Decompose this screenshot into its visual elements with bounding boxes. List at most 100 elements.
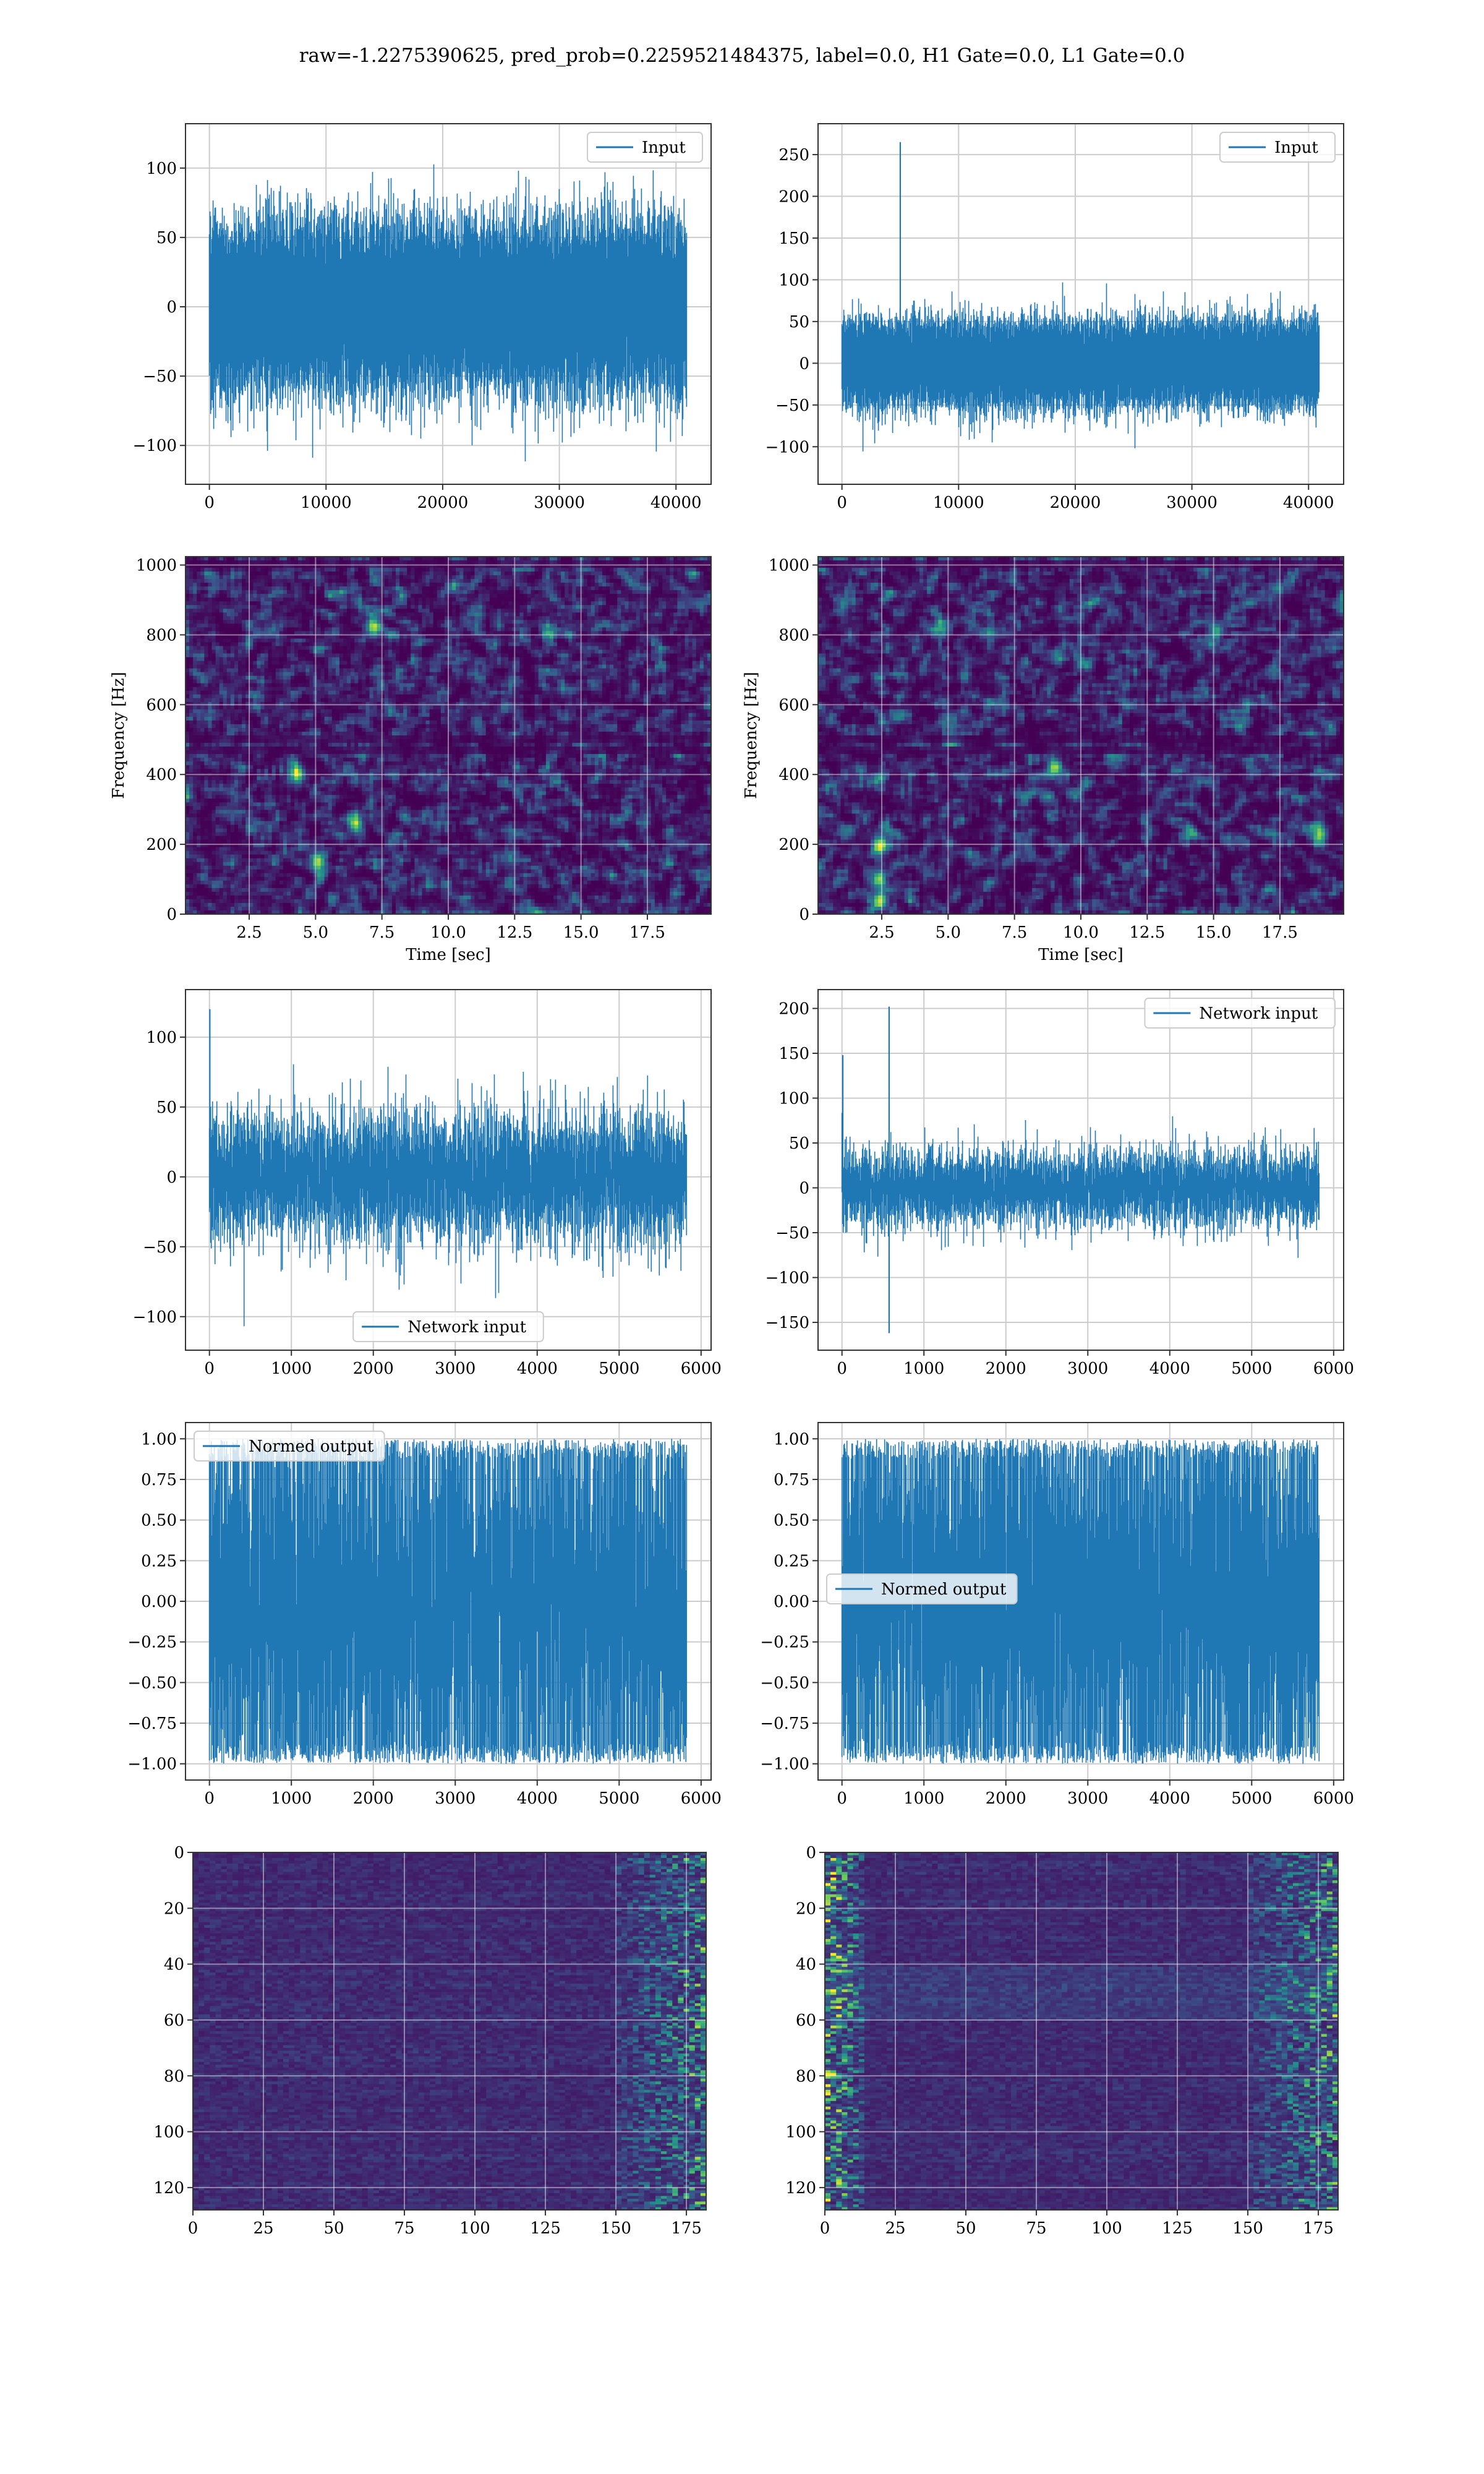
spectrogram-cell [407,616,411,620]
spectrogram-cell [681,646,685,651]
spectrogram-cell [636,579,641,583]
spectrogram-cell [336,579,340,583]
spectrogram-cell [452,642,456,646]
spectrogram-cell [354,590,359,594]
spectrogram-cell [655,590,659,594]
spectrogram-cell [471,601,475,606]
spectrogram-cell [497,620,501,624]
spectrogram-cell [328,620,333,624]
spectrogram-cell [557,642,561,646]
spectrogram-cell [550,609,554,613]
spectrogram-cell [463,609,467,613]
spectrogram-cell [666,650,670,654]
spectrogram-cell [535,654,539,658]
spectrogram-cell [565,650,569,654]
spectrogram-cell [475,597,479,602]
spectrogram-cell [272,654,276,658]
spectrogram-cell [365,609,370,613]
spectrogram-cell [479,560,483,565]
spectrogram-cell [651,571,655,576]
spectrogram-cell [414,609,419,613]
spectrogram-cell [640,590,644,594]
spectrogram-cell [580,642,584,646]
spectrogram-cell [317,560,322,565]
spectrogram-cell [370,642,374,646]
spectrogram-cell [441,650,445,654]
spectrogram-cell [343,661,348,666]
spectrogram-cell [287,590,291,594]
spectrogram-cell [433,605,438,609]
spectrogram-cell [414,620,419,624]
spectrogram-cell [336,597,340,602]
spectrogram-cell [332,646,336,651]
spectrogram-cell [606,654,610,658]
spectrogram-cell [231,605,235,609]
spectrogram-cell [693,568,697,572]
spectrogram-cell [505,568,509,572]
spectrogram-cell [636,612,641,617]
spectrogram-cell [283,646,288,651]
spectrogram-cell [283,616,288,620]
spectrogram-cell [354,654,359,658]
spectrogram-cell [655,627,659,631]
spectrogram-cell [418,586,422,591]
spectrogram-cell [392,646,396,651]
spectrogram-cell [200,568,205,572]
spectrogram-cell [448,627,453,631]
spectrogram-cell [490,620,494,624]
spectrogram-cell [272,560,276,565]
spectrogram-cell [508,612,513,617]
spectrogram-cell [662,646,667,651]
spectrogram-cell [448,597,453,602]
spectrogram-cell [272,571,276,576]
spectrogram-cell [625,650,629,654]
spectrogram-cell [426,605,430,609]
spectrogram-cell [276,609,280,613]
spectrogram-cell [599,583,603,587]
spectrogram-cell [493,638,498,643]
spectrogram-cell [595,601,599,606]
spectrogram-cell [479,571,483,576]
spectrogram-cell [351,616,355,620]
spectrogram-cell [223,661,228,666]
spectrogram-cell [693,612,697,617]
spectrogram-cell [471,605,475,609]
spectrogram-cell [576,601,580,606]
spectrogram-cell [677,605,681,609]
spectrogram-cell [613,612,618,617]
spectrogram-cell [336,560,340,565]
spectrogram-cell [193,586,197,591]
spectrogram-cell [305,568,310,572]
spectrogram-cell [234,609,239,613]
spectrogram-cell [696,609,701,613]
spectrogram-cell [599,627,603,631]
spectrogram-cell [339,650,344,654]
spectrogram-cell [456,627,460,631]
spectrogram-cell [670,627,674,631]
spectrogram-cell [685,661,689,666]
spectrogram-cell [242,583,246,587]
spectrogram-cell [268,594,273,598]
spectrogram-cell [411,661,415,666]
spectrogram-cell [527,579,532,583]
spectrogram-cell [696,601,701,606]
spectrogram-cell [662,657,667,662]
spectrogram-cell [216,571,220,576]
spectrogram-cell [561,594,565,598]
spectrogram-cell [336,620,340,624]
spectrogram-cell [542,560,547,565]
spectrogram-cell [336,575,340,580]
spectrogram-cell [272,609,276,613]
spectrogram-cell [542,575,547,580]
spectrogram-cell [508,575,513,580]
spectrogram-cell [343,627,348,631]
spectrogram-cell [677,586,681,591]
spectrogram-cell [595,586,599,591]
spectrogram-cell [568,616,573,620]
spectrogram-cell [403,568,407,572]
spectrogram-cell [283,650,288,654]
spectrogram-cell [317,620,322,624]
spectrogram-cell [426,609,430,613]
spectrogram-cell [475,560,479,565]
spectrogram-cell [365,620,370,624]
